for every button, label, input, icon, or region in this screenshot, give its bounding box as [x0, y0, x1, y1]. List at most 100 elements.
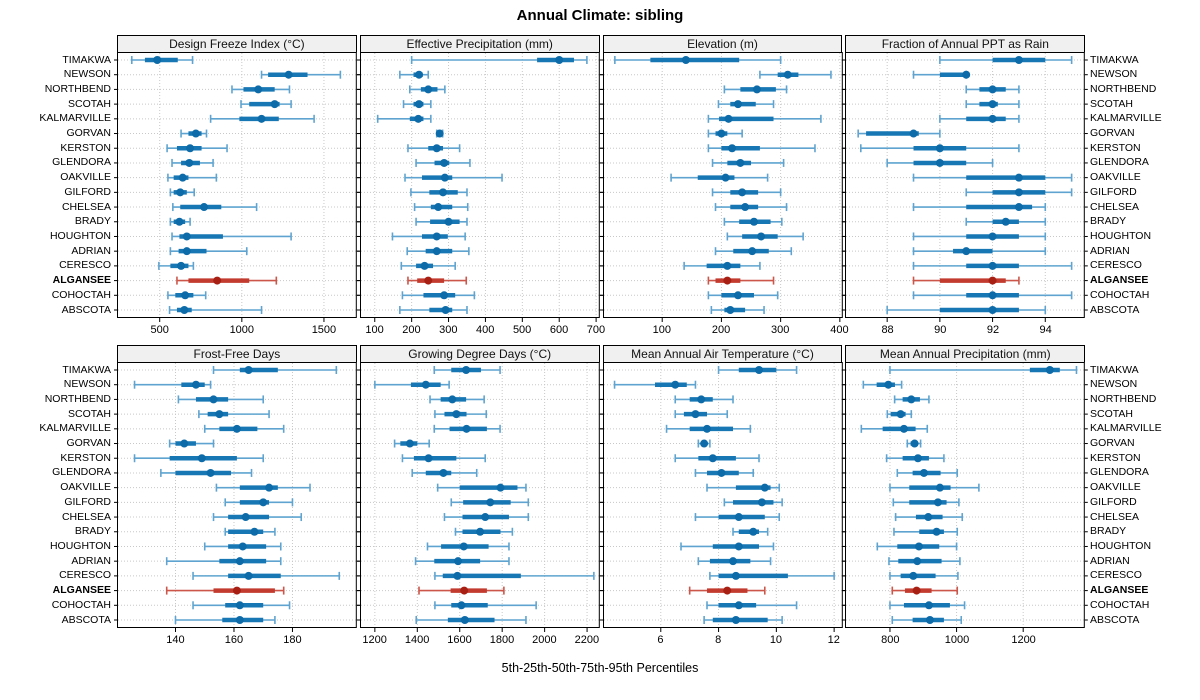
percentile-marks-brady: [454, 527, 513, 536]
percentile-marks-oakville: [215, 483, 311, 492]
percentile-marks-kalmarville: [707, 114, 822, 123]
panel-header-effective-precipitation-mm: Effective Precipitation (mm): [359, 35, 600, 53]
percentile-marks-timakwa: [212, 366, 338, 374]
percentile-marks-glendora: [411, 468, 478, 477]
row-label-algansee: ALGANSEE: [52, 584, 111, 597]
row-label-adrian: ADRIAN: [71, 554, 111, 567]
row-label-newson: NEWSON: [1090, 68, 1138, 81]
percentile-marks-chelsea: [212, 513, 303, 522]
x-tick-label: 300: [439, 324, 458, 336]
percentile-marks-adrian: [406, 247, 470, 256]
percentile-marks-newson: [913, 70, 971, 79]
row-label-kalmarville: KALMARVILLE: [39, 112, 111, 125]
percentile-marks-chelsea: [714, 203, 787, 212]
x-tick-label: 200: [711, 324, 731, 336]
percentile-marks-kerston: [166, 144, 228, 153]
percentile-marks-kalmarville: [376, 114, 432, 123]
percentile-marks-ceresco: [433, 571, 595, 580]
row-label-brady: BRADY: [1090, 525, 1127, 538]
x-axis-ticks: [374, 318, 597, 322]
x-axis-ticks: [174, 628, 293, 632]
percentile-marks-gorvan: [168, 439, 215, 448]
panel-plot-effective-precipitation-mm: [356, 52, 603, 322]
panel-title: Frost-Free Days: [193, 347, 281, 361]
percentile-marks-abscota: [415, 616, 527, 624]
row-label-gilford: GILFORD: [64, 185, 111, 198]
percentile-marks-ceresco: [682, 261, 761, 270]
x-tick-label: 160: [224, 634, 244, 646]
panel-header-design-freeze-index-c: Design Freeze Index (°C): [117, 35, 357, 53]
row-label-adrian: ADRIAN: [71, 244, 111, 257]
percentile-marks-adrian: [165, 557, 282, 566]
percentile-marks-cohoctah: [913, 291, 1073, 300]
row-label-ceresco: CERESCO: [59, 259, 111, 272]
panel-header-frost-free-days: Frost-Free Days: [117, 345, 357, 363]
panel-header-fraction-of-annual-ppt-as-rain: Fraction of Annual PPT as Rain: [845, 35, 1086, 53]
x-tick-label: 8: [715, 634, 722, 646]
percentile-marks-gorvan: [697, 439, 711, 448]
percentile-marks-scotah: [674, 410, 728, 419]
panel-border: [117, 362, 357, 628]
row-label-glendora: GLENDORA: [52, 156, 111, 169]
percentile-marks-glendora: [886, 158, 994, 167]
row-label-gilford: GILFORD: [1090, 185, 1137, 198]
row-label-timakwa: TIMAKWA: [1090, 363, 1139, 376]
percentile-marks-scotah: [402, 100, 432, 109]
row-label-kerston: KERSTON: [1090, 141, 1141, 154]
percentile-marks-abscota: [886, 306, 1047, 314]
vertical-gridlines: [374, 53, 597, 317]
x-axis-ticks: [889, 628, 1025, 632]
percentile-marks-northbend: [429, 395, 485, 404]
x-tick-label: 1200: [362, 634, 387, 646]
x-tick-label: 94: [1039, 324, 1052, 336]
x-tick-label: 1500: [311, 324, 337, 336]
percentile-marks-oakville: [705, 483, 780, 492]
percentile-marks-brady: [224, 527, 276, 536]
percentile-marks-algansee: [688, 586, 766, 595]
percentile-marks-glendora: [694, 468, 754, 477]
row-label-adrian: ADRIAN: [1090, 244, 1130, 257]
panel-title: Elevation (m): [687, 37, 758, 51]
vertical-gridlines: [159, 53, 325, 317]
percentile-marks-ceresco: [400, 261, 456, 270]
percentile-marks-ceresco: [192, 571, 341, 580]
vertical-gridlines: [174, 363, 293, 627]
percentile-marks-chelsea: [895, 513, 964, 522]
percentile-marks-gorvan: [857, 129, 942, 138]
percentile-marks-glendora: [896, 468, 959, 477]
x-tick-label: 2200: [574, 634, 600, 646]
panel-header-mean-annual-air-temperature-c: Mean Annual Air Temperature (°C): [602, 345, 843, 363]
percentile-marks-northbend: [894, 395, 931, 404]
x-tick-label: 500: [512, 324, 532, 336]
percentile-marks-timakwa: [410, 56, 588, 64]
percentile-marks-kerston: [133, 454, 265, 463]
x-tick-label: 1600: [447, 634, 472, 646]
row-label-newson: NEWSON: [1090, 378, 1138, 391]
percentile-marks-abscota: [891, 616, 963, 624]
percentile-marks-oakville: [913, 173, 1073, 182]
percentile-marks-cohoctah: [167, 291, 207, 300]
percentile-marks-kalmarville: [433, 424, 501, 433]
x-tick-label: 10: [769, 634, 783, 646]
panel-border: [845, 362, 1086, 628]
percentile-marks-scotah: [433, 410, 487, 419]
vertical-gridlines: [889, 363, 1025, 627]
percentile-marks-kerston: [406, 144, 461, 153]
percentile-marks-ceresco: [889, 571, 960, 580]
percentile-marks-algansee: [913, 276, 1021, 285]
x-tick-label: 180: [283, 634, 302, 646]
vertical-gridlines: [661, 53, 840, 317]
panel-title: Mean Annual Air Temperature (°C): [631, 347, 814, 361]
percentile-marks-adrian: [697, 557, 771, 566]
row-label-abscota: ABSCOTA: [1090, 613, 1140, 626]
row-label-cohoctah: COHOCTAH: [1090, 288, 1150, 301]
row-label-houghton: HOUGHTON: [1090, 229, 1152, 242]
percentile-marks-brady: [965, 217, 1047, 226]
panel-border: [845, 52, 1086, 318]
percentile-marks-timakwa: [889, 366, 1078, 374]
percentile-marks-kalmarville: [209, 114, 315, 123]
panel-header-mean-annual-precipitation-mm: Mean Annual Precipitation (mm): [845, 345, 1086, 363]
percentile-marks-cohoctah: [401, 291, 475, 300]
x-axis-ticks: [661, 318, 840, 322]
percentile-marks-scotah: [240, 100, 292, 109]
